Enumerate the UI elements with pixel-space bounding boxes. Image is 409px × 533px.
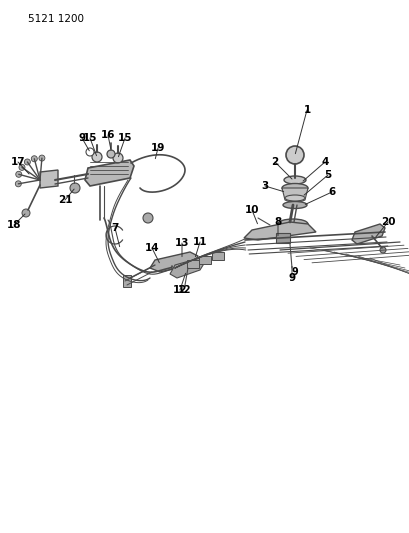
Polygon shape [170,258,204,278]
Bar [123,275,131,287]
Polygon shape [85,160,134,186]
Ellipse shape [282,201,306,208]
Polygon shape [351,224,384,244]
Circle shape [285,146,303,164]
Ellipse shape [284,195,304,201]
Text: 21: 21 [58,195,72,205]
Ellipse shape [277,219,307,229]
Text: 20: 20 [380,217,394,227]
Text: 9: 9 [291,267,298,277]
Text: 12: 12 [172,285,187,295]
Circle shape [143,213,153,223]
Bar [211,252,223,260]
Text: 6: 6 [328,187,335,197]
Circle shape [31,156,37,161]
Text: 7: 7 [111,223,118,233]
Circle shape [70,183,80,193]
Text: 14: 14 [144,243,159,253]
Text: 15: 15 [83,133,97,143]
Text: 12: 12 [178,285,191,295]
Text: 19: 19 [151,143,165,153]
Text: 9: 9 [288,273,295,283]
Bar [198,256,211,264]
Ellipse shape [283,176,305,184]
Text: 3: 3 [261,181,268,191]
Polygon shape [243,222,315,240]
Text: 2: 2 [271,157,278,167]
Text: 5121 1200: 5121 1200 [28,14,84,24]
Text: 18: 18 [7,220,21,230]
Circle shape [39,155,45,161]
Text: 15: 15 [117,133,132,143]
Circle shape [92,152,102,162]
Bar [275,233,289,243]
Bar [187,260,198,268]
Circle shape [107,150,115,158]
Circle shape [113,153,123,163]
Ellipse shape [281,183,307,192]
Circle shape [379,247,385,253]
Text: 8: 8 [274,217,281,227]
Text: 1: 1 [303,105,310,115]
Circle shape [19,164,25,171]
Text: 10: 10 [244,205,258,215]
Polygon shape [150,252,198,272]
Text: 16: 16 [101,130,115,140]
Circle shape [86,148,94,156]
Text: 11: 11 [192,237,207,247]
Circle shape [22,209,30,217]
Ellipse shape [281,224,303,231]
Circle shape [16,171,22,177]
Text: 9: 9 [78,133,85,143]
Polygon shape [281,188,307,204]
Text: 4: 4 [321,157,328,167]
Polygon shape [40,170,58,188]
Text: 13: 13 [174,238,189,248]
Text: 17: 17 [11,157,25,167]
Text: 5: 5 [324,170,331,180]
Circle shape [24,159,30,165]
Circle shape [15,181,21,187]
